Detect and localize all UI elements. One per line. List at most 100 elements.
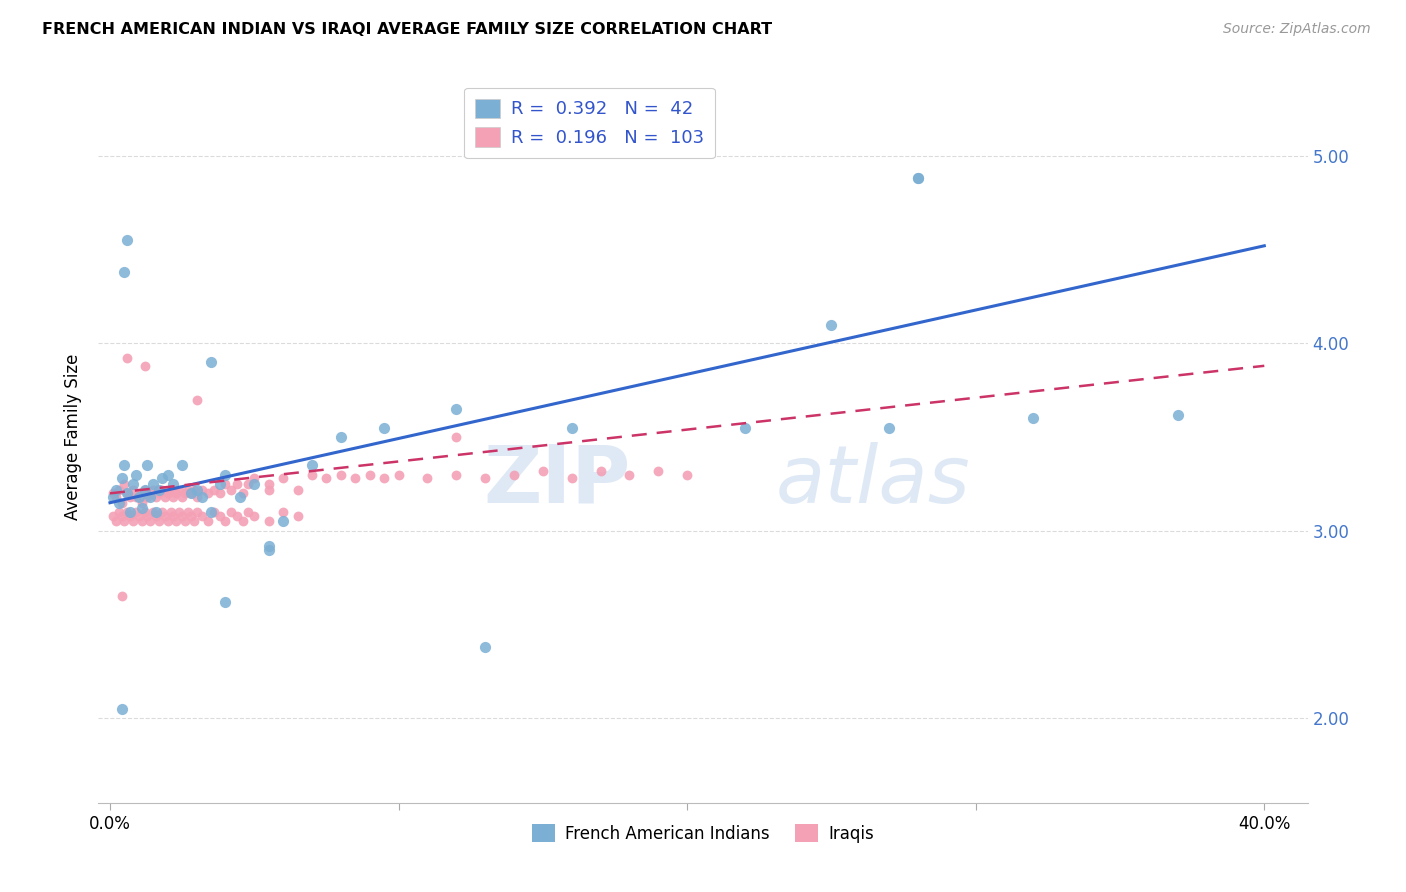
Point	[257, 542, 280, 557]
Point	[373, 420, 395, 434]
Point	[120, 490, 142, 504]
Point	[110, 590, 132, 604]
Point	[191, 483, 214, 497]
Point	[139, 486, 162, 500]
Point	[243, 471, 266, 485]
Point	[145, 505, 167, 519]
Point	[208, 508, 231, 523]
Point	[174, 515, 197, 529]
Point	[101, 486, 124, 500]
Point	[676, 467, 699, 482]
Point	[561, 471, 583, 485]
Point	[619, 467, 641, 482]
Point	[202, 505, 225, 519]
Point	[232, 515, 254, 529]
Point	[191, 508, 214, 523]
Point	[186, 505, 208, 519]
Point	[446, 430, 468, 444]
Point	[117, 486, 139, 500]
Point	[148, 515, 170, 529]
Point	[907, 171, 929, 186]
Point	[214, 595, 236, 609]
Point	[446, 467, 468, 482]
Point	[112, 265, 135, 279]
Point	[197, 515, 219, 529]
Point	[416, 471, 439, 485]
Point	[125, 490, 148, 504]
Point	[214, 467, 236, 482]
Point	[226, 477, 249, 491]
Point	[202, 483, 225, 497]
Point	[734, 420, 756, 434]
Text: FRENCH AMERICAN INDIAN VS IRAQI AVERAGE FAMILY SIZE CORRELATION CHART: FRENCH AMERICAN INDIAN VS IRAQI AVERAGE …	[42, 22, 772, 37]
Point	[120, 508, 142, 523]
Point	[172, 490, 194, 504]
Point	[128, 490, 150, 504]
Point	[153, 490, 176, 504]
Point	[503, 467, 526, 482]
Point	[301, 467, 323, 482]
Point	[180, 508, 202, 523]
Point	[589, 464, 612, 478]
Point	[112, 477, 135, 491]
Point	[219, 505, 242, 519]
Point	[136, 458, 159, 473]
Point	[243, 477, 266, 491]
Point	[134, 483, 156, 497]
Point	[186, 392, 208, 407]
Point	[150, 505, 173, 519]
Point	[1167, 408, 1189, 422]
Point	[159, 483, 181, 497]
Point	[257, 483, 280, 497]
Text: ZIP: ZIP	[484, 442, 630, 520]
Point	[110, 508, 132, 523]
Y-axis label: Average Family Size: Average Family Size	[65, 354, 83, 520]
Point	[117, 486, 139, 500]
Point	[156, 515, 179, 529]
Point	[344, 471, 367, 485]
Point	[120, 505, 142, 519]
Point	[110, 702, 132, 716]
Point	[183, 515, 205, 529]
Point	[167, 505, 190, 519]
Point	[145, 490, 167, 504]
Point	[243, 508, 266, 523]
Point	[219, 483, 242, 497]
Point	[125, 505, 148, 519]
Point	[186, 490, 208, 504]
Point	[134, 505, 156, 519]
Point	[301, 458, 323, 473]
Point	[122, 515, 145, 529]
Point	[257, 515, 280, 529]
Point	[131, 496, 153, 510]
Point	[125, 467, 148, 482]
Point	[877, 420, 900, 434]
Point	[474, 640, 496, 654]
Point	[142, 505, 165, 519]
Point	[128, 508, 150, 523]
Point	[174, 486, 197, 500]
Point	[139, 515, 162, 529]
Point	[122, 483, 145, 497]
Point	[101, 508, 124, 523]
Point	[110, 496, 132, 510]
Point	[142, 483, 165, 497]
Point	[820, 318, 842, 332]
Point	[183, 483, 205, 497]
Point	[329, 467, 352, 482]
Text: Source: ZipAtlas.com: Source: ZipAtlas.com	[1223, 22, 1371, 37]
Point	[271, 505, 294, 519]
Point	[110, 471, 132, 485]
Point	[104, 490, 127, 504]
Point	[315, 471, 337, 485]
Point	[907, 171, 929, 186]
Point	[257, 539, 280, 553]
Point	[107, 483, 129, 497]
Point	[142, 477, 165, 491]
Point	[112, 458, 135, 473]
Point	[1022, 411, 1045, 425]
Point	[214, 477, 236, 491]
Point	[145, 508, 167, 523]
Point	[329, 430, 352, 444]
Point	[180, 486, 202, 500]
